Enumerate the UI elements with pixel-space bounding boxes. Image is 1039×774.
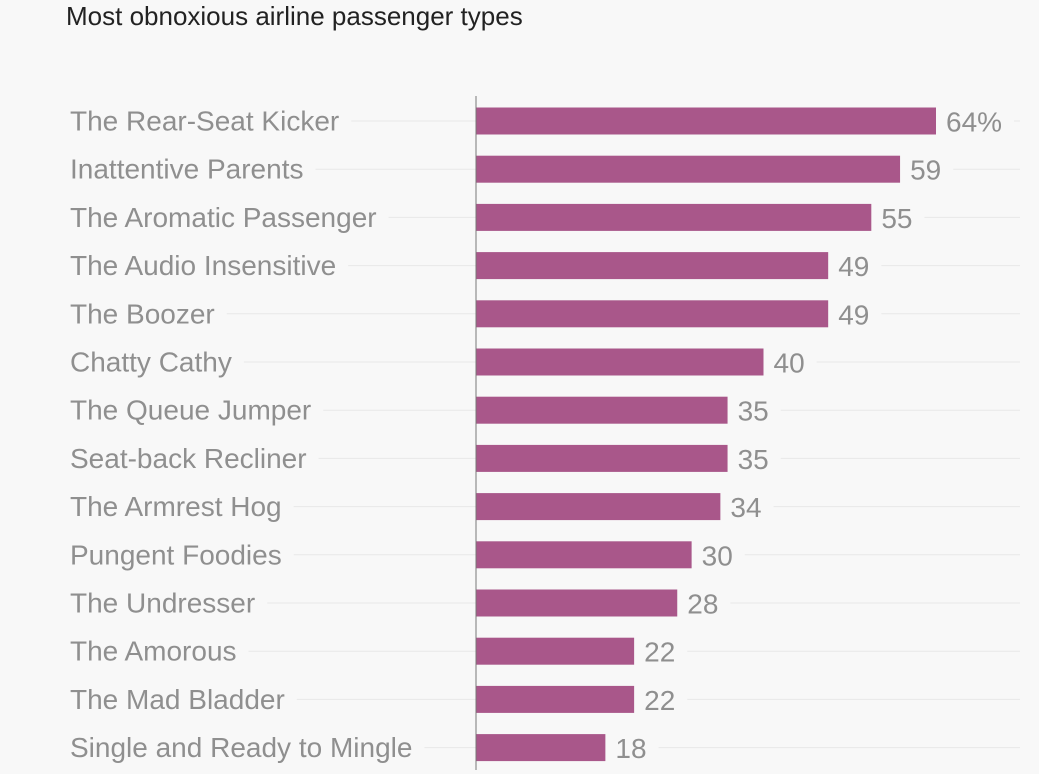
value-label: 28: [687, 589, 718, 620]
value-label: 22: [644, 685, 675, 716]
bar: [476, 444, 728, 472]
bar: [476, 155, 901, 183]
bar: [476, 300, 829, 328]
category-label: Inattentive Parents: [70, 154, 303, 185]
category-label: Pungent Foodies: [70, 539, 282, 570]
grid-lines: [226, 120, 1020, 749]
value-label: 35: [738, 396, 769, 427]
category-label: The Boozer: [70, 298, 215, 329]
category-label: Single and Ready to Mingle: [70, 732, 412, 763]
bar: [476, 541, 692, 569]
category-label: The Mad Bladder: [70, 684, 285, 715]
category-label: The Amorous: [70, 636, 237, 667]
category-label: The Aromatic Passenger: [70, 202, 377, 233]
value-label: 55: [881, 203, 912, 234]
value-label: 59: [910, 155, 941, 186]
bar: [476, 734, 606, 762]
category-label: The Undresser: [70, 588, 255, 619]
value-label: 49: [838, 299, 869, 330]
bar: [476, 589, 678, 617]
value-label: 18: [615, 733, 646, 764]
value-label: 35: [738, 444, 769, 475]
chart-title: Most obnoxious airline passenger types: [66, 1, 523, 31]
category-labels: The Rear-Seat Kicker Inattentive Parents T…: [70, 106, 412, 764]
bar: [476, 203, 872, 231]
category-label: Seat-back Recliner: [70, 443, 307, 474]
category-label: The Rear-Seat Kicker: [70, 106, 339, 137]
category-label: The Armrest Hog: [70, 491, 282, 522]
value-label: 49: [838, 251, 869, 282]
value-label: 64%: [946, 107, 1002, 138]
value-label: 34: [730, 492, 761, 523]
category-label: The Audio Insensitive: [70, 250, 336, 281]
value-label: 30: [702, 540, 733, 571]
bar: [476, 637, 635, 665]
bar: [476, 107, 936, 135]
category-label: Chatty Cathy: [70, 347, 232, 378]
value-label: 22: [644, 637, 675, 668]
bar: [476, 493, 721, 521]
bar: [476, 348, 764, 376]
value-label: 40: [774, 348, 805, 379]
bar: [476, 685, 635, 713]
bars: [476, 107, 936, 762]
bar: [476, 396, 728, 424]
bar: [476, 252, 829, 280]
category-label: The Queue Jumper: [70, 395, 311, 426]
